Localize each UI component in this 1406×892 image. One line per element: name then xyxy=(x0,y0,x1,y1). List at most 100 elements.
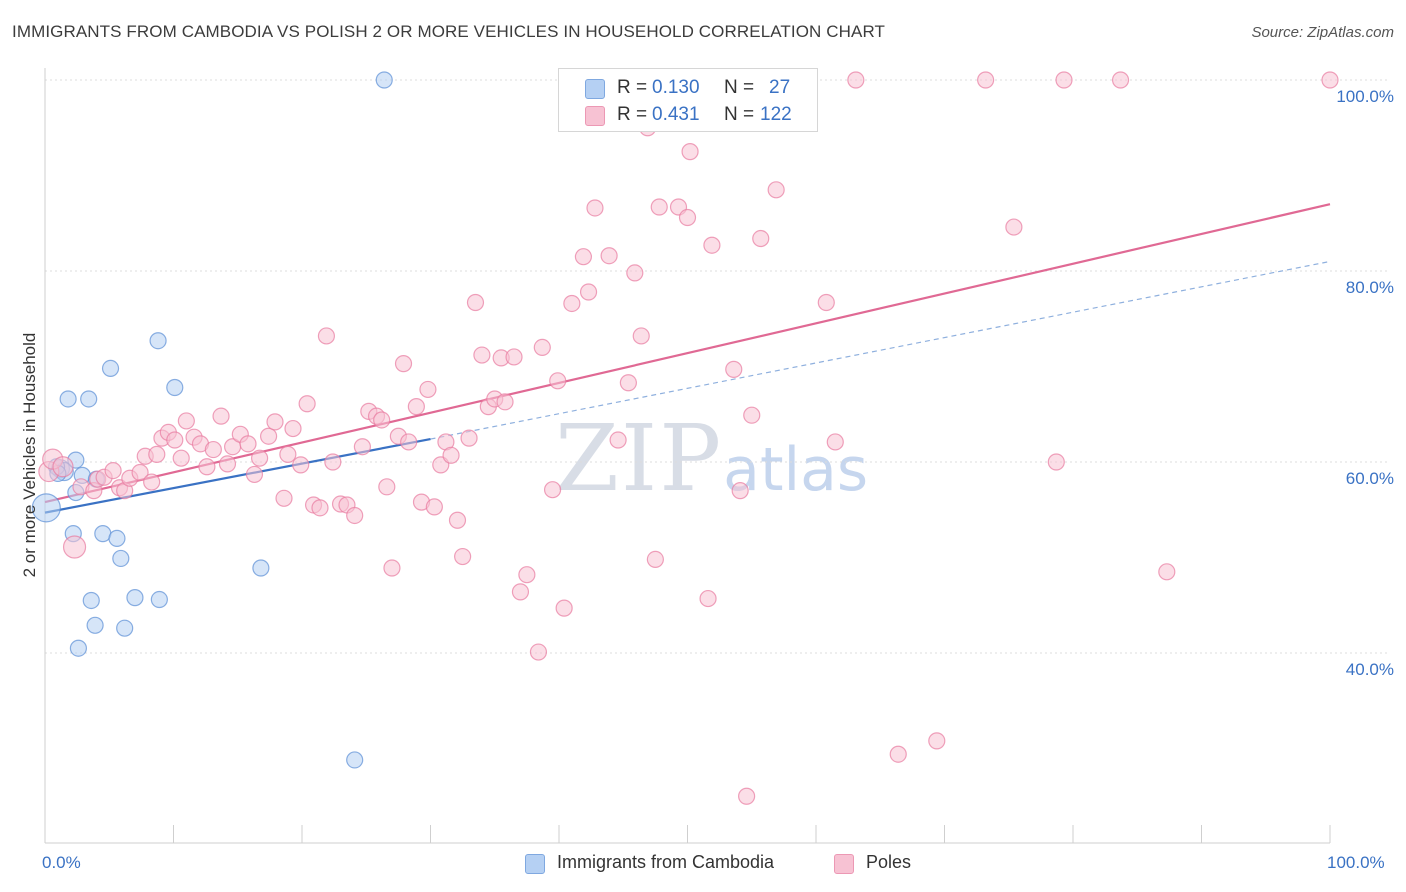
legend-n-value: 27 xyxy=(769,77,791,98)
point-poles xyxy=(454,547,472,566)
point-poles xyxy=(275,489,293,507)
point-poles xyxy=(311,499,329,517)
trend-lines xyxy=(44,203,1331,514)
point-poles xyxy=(317,327,336,345)
legend-r-value: 0.431 xyxy=(652,104,700,125)
point-poles xyxy=(743,406,761,424)
point-cambodia xyxy=(346,751,364,769)
point-cambodia xyxy=(31,493,61,523)
trend-line-cambodia-extension xyxy=(430,260,1331,440)
point-poles xyxy=(104,461,122,480)
point-poles xyxy=(400,433,418,451)
point-poles xyxy=(460,429,478,447)
point-poles xyxy=(378,478,396,496)
point-cambodia xyxy=(112,549,130,568)
x-tick-label-0: 0.0% xyxy=(42,853,81,872)
point-poles xyxy=(62,535,87,559)
legend-swatch-poles xyxy=(585,106,605,126)
legend-r-label: R = xyxy=(617,77,648,98)
data-points xyxy=(31,71,1339,805)
point-poles xyxy=(218,455,237,473)
legend-row-cambodia: R = 0.130 N = 27 xyxy=(559,75,817,101)
point-poles xyxy=(239,435,257,453)
point-poles xyxy=(298,395,316,413)
legend-n-label: N = xyxy=(724,77,755,98)
point-poles xyxy=(626,264,644,282)
point-poles xyxy=(473,346,491,364)
point-poles xyxy=(678,208,697,227)
grid-lines xyxy=(45,79,1390,654)
legend-n-value: 122 xyxy=(760,104,792,125)
point-poles xyxy=(166,431,184,449)
bottom-legend-swatch-cambodia xyxy=(525,854,545,874)
bottom-legend-swatch-poles xyxy=(834,854,854,874)
point-poles xyxy=(425,498,443,516)
point-poles xyxy=(448,511,467,529)
point-poles xyxy=(394,355,413,373)
point-poles xyxy=(52,456,74,478)
point-poles xyxy=(518,566,536,584)
point-poles xyxy=(847,71,865,89)
point-poles xyxy=(245,465,264,484)
y-tick-label-100: 100.0% xyxy=(1336,87,1394,106)
point-cambodia xyxy=(108,529,126,548)
point-cambodia xyxy=(80,390,98,408)
point-cambodia xyxy=(69,639,88,657)
point-poles xyxy=(177,412,195,430)
trend-line-poles xyxy=(44,203,1331,504)
point-poles xyxy=(609,431,627,449)
point-poles xyxy=(738,787,756,805)
point-cambodia xyxy=(252,559,270,577)
point-cambodia xyxy=(166,378,184,397)
point-poles xyxy=(699,589,717,608)
point-poles xyxy=(543,481,562,499)
point-poles xyxy=(259,427,278,445)
point-poles xyxy=(131,463,149,482)
point-poles xyxy=(511,583,530,601)
point-poles xyxy=(646,550,664,569)
point-poles xyxy=(725,360,743,378)
watermark-zip: ZIP xyxy=(555,405,724,512)
point-poles xyxy=(650,198,668,216)
point-poles xyxy=(198,458,216,476)
point-poles xyxy=(442,446,460,464)
point-cambodia xyxy=(149,332,167,350)
point-cambodia xyxy=(86,616,104,634)
point-poles xyxy=(579,283,598,301)
point-poles xyxy=(353,438,371,456)
point-poles xyxy=(324,453,342,471)
point-cambodia xyxy=(116,619,134,637)
point-poles xyxy=(586,199,604,217)
point-cambodia xyxy=(82,591,100,610)
y-tick-label-40: 40.0% xyxy=(1345,660,1394,679)
point-poles xyxy=(346,506,364,525)
point-poles xyxy=(172,449,190,467)
point-cambodia xyxy=(59,390,77,408)
point-poles xyxy=(600,247,618,265)
point-poles xyxy=(632,327,650,345)
point-poles xyxy=(1158,563,1176,581)
point-poles xyxy=(731,482,749,500)
legend-r-label: R = xyxy=(617,104,648,125)
point-poles xyxy=(555,599,573,617)
point-poles xyxy=(767,181,785,199)
point-poles xyxy=(977,71,995,89)
legend-row-poles: R = 0.431 N = 122 xyxy=(559,102,817,128)
point-poles xyxy=(466,293,485,312)
point-poles xyxy=(250,449,269,467)
point-poles xyxy=(889,745,907,763)
point-cambodia xyxy=(375,71,393,89)
point-cambodia xyxy=(126,589,144,607)
point-poles xyxy=(284,419,302,438)
point-poles xyxy=(619,374,637,392)
point-poles xyxy=(529,643,548,661)
point-poles xyxy=(373,411,391,429)
correlation-legend: R = 0.130 N = 27 R = 0.431 N = 122 xyxy=(558,68,818,132)
y-axis-label: 2 or more Vehicles in Household xyxy=(20,332,39,578)
axes xyxy=(44,68,1331,844)
point-poles xyxy=(574,248,593,266)
point-poles xyxy=(1321,71,1339,89)
source-label: Source: ZipAtlas.com xyxy=(1251,24,1394,41)
chart-title: IMMIGRANTS FROM CAMBODIA VS POLISH 2 OR … xyxy=(12,22,886,41)
